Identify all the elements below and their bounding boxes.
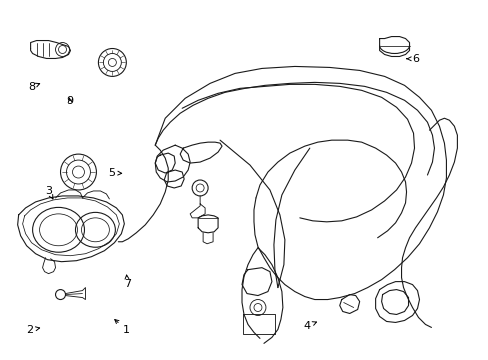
Text: 6: 6 (406, 54, 419, 64)
Text: 7: 7 (123, 275, 131, 289)
Text: 3: 3 (45, 186, 53, 199)
Text: 2: 2 (26, 325, 40, 335)
Text: 4: 4 (303, 321, 316, 331)
Text: 1: 1 (115, 320, 130, 335)
Text: 8: 8 (28, 82, 40, 92)
Text: 9: 9 (66, 96, 73, 106)
Text: 5: 5 (108, 168, 122, 178)
